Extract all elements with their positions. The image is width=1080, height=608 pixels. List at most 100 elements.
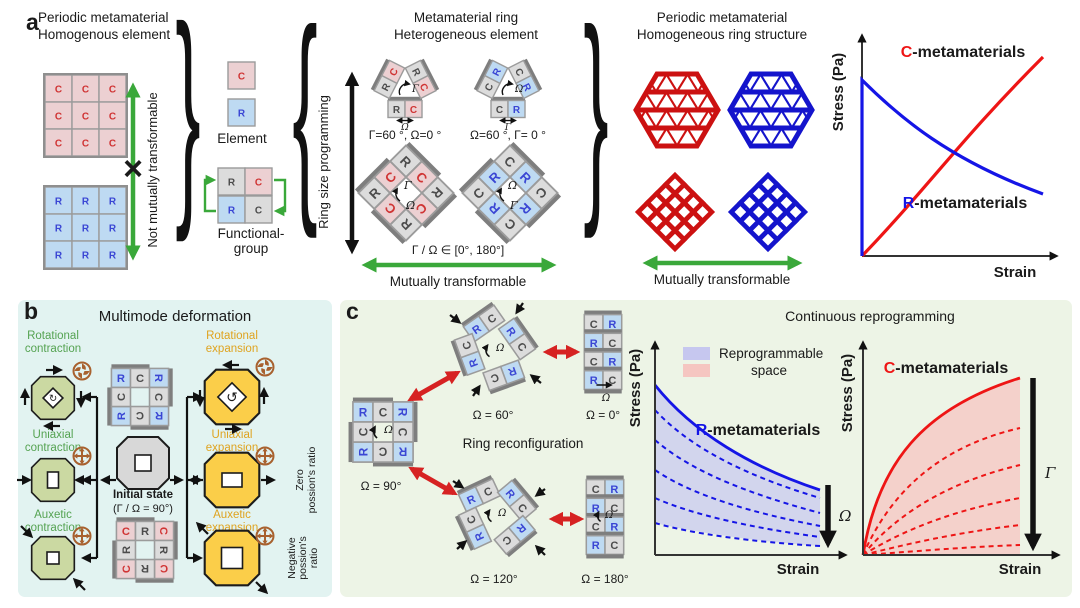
r-metamaterials-label: R-metamaterials <box>696 422 821 439</box>
ring-omega-60: Ω <box>449 301 540 396</box>
curve-c-upper-bound <box>861 376 1021 556</box>
transform-arrow <box>408 466 458 496</box>
c-reprogramming-plot: Stress (Pa) Γ C-metamaterials Strain <box>839 340 1061 578</box>
r-lattice-diamond-blue <box>731 175 805 249</box>
c-lattice-hexagon-red <box>633 71 721 149</box>
brace-icon: { <box>292 0 317 240</box>
angle-range-caption: Γ / Ω ∈ [0°, 180°] <box>412 243 504 257</box>
metamaterial-ring-r-square <box>458 141 562 245</box>
element-r-cell <box>227 98 256 127</box>
legend-swatch-blue <box>683 347 710 360</box>
brace-icon: } <box>175 0 200 243</box>
x-axis-label: Strain <box>777 561 820 578</box>
ring-caption: Ω = 90° <box>361 479 402 493</box>
mode-label: contraction <box>25 442 81 454</box>
element-c-cell <box>227 61 256 90</box>
mode-label: Rotational <box>27 330 79 342</box>
cycle-arrow-left-icon <box>203 174 217 213</box>
r-reprogramming-plot: Stress (Pa) Reprogrammable space Ω R-met… <box>627 340 851 578</box>
reprogrammable-band <box>655 385 820 546</box>
ring-caption: Γ=60 °, Ω=0 ° <box>369 128 442 142</box>
c-metamaterials-label: C-metamaterials <box>901 44 1026 61</box>
octagon-auxetic-contraction <box>20 525 86 591</box>
metamaterial-ring-c-square <box>354 141 458 245</box>
octagon-uniaxial-expansion <box>187 451 277 509</box>
cross-arrows-icon <box>255 526 275 546</box>
element-label: Element <box>217 131 267 146</box>
ring-size-label: Ring size programming <box>316 95 331 229</box>
initial-state-label-line1: Initial state <box>113 489 173 501</box>
gamma-label: Γ <box>509 199 518 212</box>
rotate-cw-icon: ↻ <box>49 394 57 405</box>
panel-a-left-title-line2: Homogenous element <box>38 27 170 42</box>
panel-b-tag: b <box>24 298 38 324</box>
omega-label: Ω <box>383 423 393 436</box>
cross-arrows-icon <box>72 526 92 546</box>
legend-label-line1: Reprogrammable <box>719 346 823 361</box>
panel-c: c Continuous reprogramming Ω Ω = 90° Ω Ω… <box>340 298 1072 597</box>
panel-a-left-title-line1: Periodic metamaterial <box>38 10 169 25</box>
omega-label: Ω <box>405 199 415 212</box>
c-element-grid <box>43 73 128 158</box>
functional-group <box>203 167 287 224</box>
deform-arrow-icon <box>515 302 526 315</box>
brace-icon: } <box>583 0 608 240</box>
panel-c-tag: c <box>346 298 359 324</box>
octagon-initial-state <box>116 436 170 490</box>
legend-swatch-pink <box>683 364 710 377</box>
zero-poisson-label: Zeropossion's ratio <box>294 446 318 513</box>
omega-label: Ω <box>838 507 851 525</box>
panel-a-right-title-line1: Periodic metamaterial <box>657 10 788 25</box>
curve-c-metamaterials <box>860 55 1045 258</box>
ring-caption: Ω = 60° <box>473 408 514 422</box>
panel-b-title: Multimode deformation <box>99 308 252 325</box>
metamaterial-ring-r60: Ω Γ <box>473 58 543 133</box>
hinge-angle-arrow-icon <box>501 79 514 96</box>
octagon-auxetic-expansion <box>195 521 269 595</box>
mode-label: Uniaxial <box>212 429 253 441</box>
cross-icon: × <box>123 150 143 188</box>
ring-angle-labels: Γ Ω <box>391 179 415 212</box>
omega-label: Ω <box>507 179 517 192</box>
panel-a: C R C R RC CR RC CR <box>26 0 1059 289</box>
panel-a-mid-title-line1: Metamaterial ring <box>414 10 518 25</box>
ring-angle-labels: Ω Γ <box>495 179 518 212</box>
mode-label: contraction <box>25 343 81 355</box>
c-lattice-hexagon-blue <box>727 71 815 149</box>
mode-label: expansion <box>206 343 258 355</box>
metamaterial-ring-c60: Γ Ω <box>370 58 440 133</box>
hinge-angle-arrow-icon <box>495 187 505 202</box>
mutually-transformable-label: Mutually transformable <box>654 272 791 287</box>
x-axis-label: Strain <box>999 561 1042 578</box>
omega-label: Ω <box>601 393 610 404</box>
negative-poisson-label: Negativepossion'sratio <box>286 536 320 579</box>
hinge-angle-arrow-icon <box>481 343 490 358</box>
stack-omega-0 <box>583 309 623 394</box>
r-metamaterials-label: R-metamaterials <box>903 195 1028 212</box>
omega-label: Ω <box>497 508 506 519</box>
functional-group-label-line2: group <box>234 241 269 256</box>
mode-label: contraction <box>25 522 81 534</box>
mode-label: Uniaxial <box>33 429 74 441</box>
cross-arrows-icon <box>255 446 275 466</box>
deform-arrow-icon <box>534 544 546 556</box>
panel-c-title: Continuous reprogramming <box>785 308 955 324</box>
hinge-angle-arrow-icon <box>398 79 411 96</box>
panel-a-right-title-line2: Homogeneous ring structure <box>637 27 807 42</box>
hinge-angle-arrow-icon <box>483 508 492 523</box>
ring-caption: Ω=60 °, Γ= 0 ° <box>470 128 546 142</box>
ring-caption: Ω = 120° <box>470 572 518 586</box>
cycle-arrow-right-icon <box>273 178 287 217</box>
hinge-angle-arrow-icon <box>592 510 602 523</box>
deform-arrow-icon <box>470 384 481 397</box>
deform-arrow-icon <box>529 374 542 385</box>
omega-label: Ω <box>514 84 523 95</box>
octagon-rotational-expansion: ↺ <box>194 359 270 435</box>
panel-b: b Multimode deformation Rotational contr… <box>17 298 332 597</box>
deform-arrow-icon <box>456 540 468 551</box>
not-transformable-label: Not mutually transformable <box>145 92 160 247</box>
ring-omega-90: Ω <box>347 396 419 468</box>
r-element-grid <box>43 185 128 270</box>
ring-omega-120: Ω <box>454 474 540 558</box>
